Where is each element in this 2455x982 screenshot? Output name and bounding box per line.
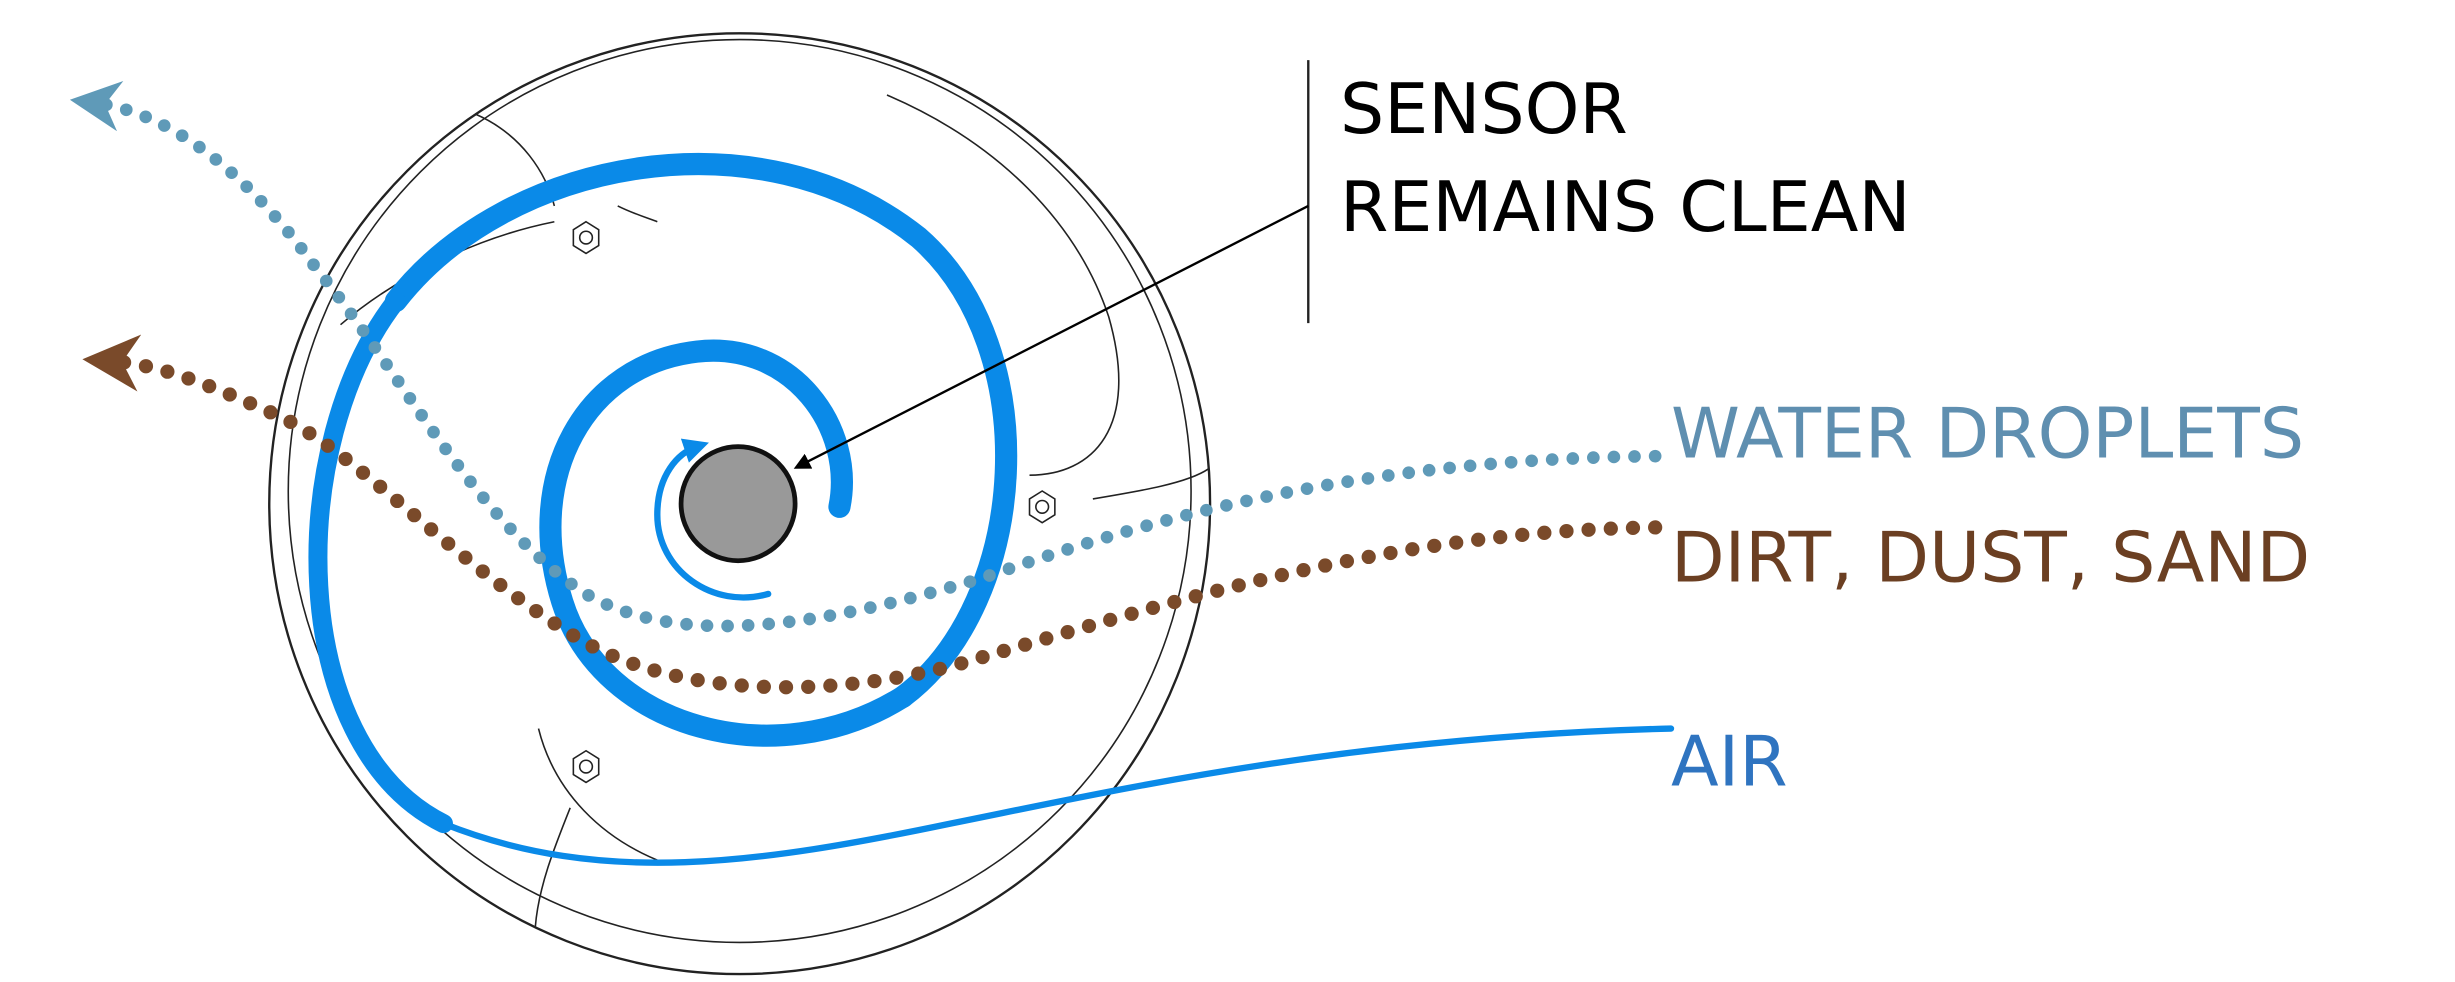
flow-label: WATER DROPLETS	[1671, 394, 2304, 475]
air-flow	[308, 153, 1675, 866]
callout-line: SENSOR	[1340, 69, 1628, 150]
sensor	[678, 444, 798, 564]
flow-label: DIRT, DUST, SAND	[1671, 517, 2310, 598]
callout-line: REMAINS CLEAN	[1340, 167, 1911, 248]
dirt-flow	[82, 334, 1663, 695]
flow-label: AIR	[1671, 722, 1788, 803]
water-flow	[69, 80, 1662, 633]
callout-arrow	[793, 204, 1309, 469]
